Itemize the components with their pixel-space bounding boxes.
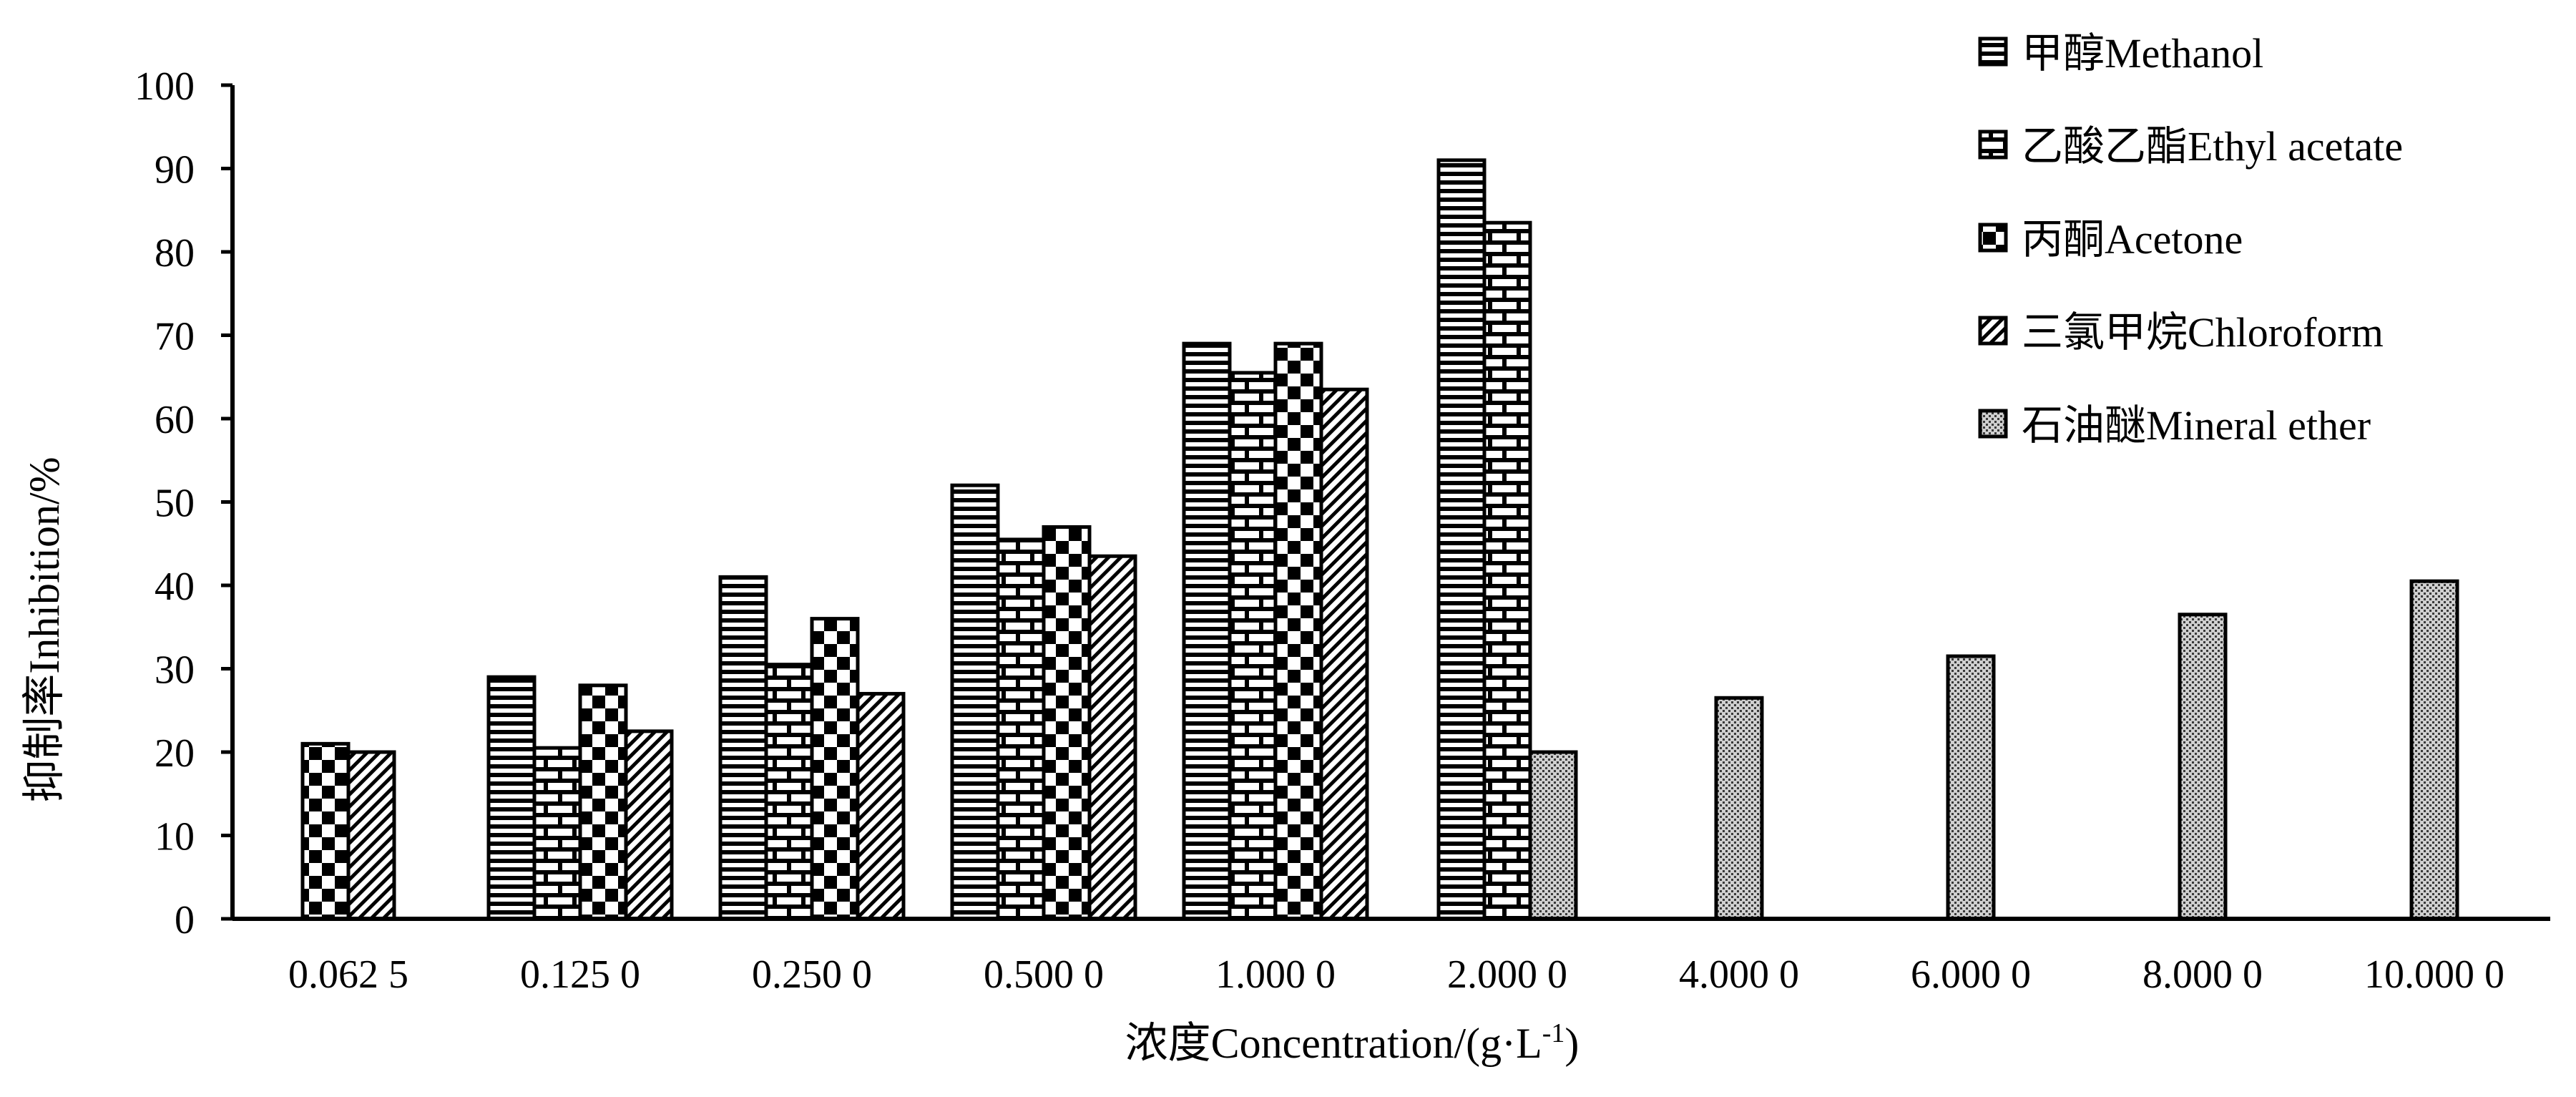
legend-swatch-mineral-ether [1978, 409, 2008, 439]
bar-ethyl-acetate-1-000-0 [1228, 371, 1278, 921]
bar-methanol-0-250-0 [718, 575, 768, 921]
bar-methanol-0-125-0 [486, 675, 537, 921]
y-tick-label-90: 90 [155, 148, 195, 192]
x-tick-label-1-000-0: 1.000 0 [1215, 952, 1336, 997]
bar-chloroform-0-062-5 [346, 750, 396, 921]
bar-mineral-ether-2-000-0 [1528, 750, 1578, 921]
x-axis-title-end: ) [1564, 1020, 1579, 1067]
x-tick-label-4-000-0: 4.000 0 [1679, 952, 1799, 997]
x-ticks: 0.062 5 0.125 0 0.250 0 0.500 0 1.000 0 2.000… [288, 952, 2504, 997]
bar-mineral-ether-10-000-0 [2409, 579, 2459, 921]
bar-methanol-2-000-0 [1436, 158, 1487, 921]
legend-swatch-acetone [1978, 223, 2008, 253]
bar-chloroform-0-250-0 [856, 691, 906, 921]
x-axis-title-main: 浓度Concentration/(g·L [1125, 1020, 1542, 1067]
y-tick-label-20: 20 [155, 731, 195, 776]
bar-chloroform-0-125-0 [624, 729, 674, 921]
bar-acetone-0-125-0 [578, 683, 628, 921]
bar-ethyl-acetate-0-125-0 [532, 746, 582, 921]
x-tick-label-8-000-0: 8.000 0 [2142, 952, 2263, 997]
x-tick-label-10-000-0: 10.000 0 [2364, 952, 2504, 997]
bar-chloroform-0-500-0 [1087, 554, 1137, 921]
bar-acetone-0-250-0 [810, 617, 860, 921]
y-tick-label-100: 100 [134, 64, 195, 109]
bars-layer [300, 158, 2459, 921]
bar-acetone-1-000-0 [1273, 341, 1323, 921]
bar-mineral-ether-4-000-0 [1714, 696, 1764, 921]
legend: 甲醇Methanol 乙酸乙酯Ethyl acetate 丙酮Acetone 三氯甲烷… [1978, 30, 2403, 449]
bar-ethyl-acetate-2-000-0 [1482, 220, 1532, 921]
legend-swatch-ethyl-acetate [1978, 130, 2008, 160]
bar-ethyl-acetate-0-500-0 [996, 537, 1046, 921]
y-tick-label-50: 50 [155, 482, 195, 526]
bar-ethyl-acetate-0-250-0 [764, 663, 814, 921]
legend-swatch-methanol [1978, 36, 2008, 67]
y-axis-title: 抑制率Inhibition/% [21, 457, 68, 802]
y-tick-label-30: 30 [155, 648, 195, 693]
legend-label-mineral-ether: 石油醚Mineral ether [2022, 402, 2371, 449]
x-axis-title: 浓度Concentration/(g·L-1) [1125, 1018, 1580, 1067]
bar-mineral-ether-6-000-0 [1946, 654, 1996, 921]
bar-mineral-ether-8-000-0 [2178, 613, 2228, 921]
x-tick-label-2-000-0: 2.000 0 [1447, 952, 1567, 997]
bar-acetone-0-062-5 [300, 741, 351, 921]
y-tick-label-10: 10 [155, 815, 195, 859]
legend-swatch-chloroform [1978, 316, 2008, 346]
x-tick-label-6-000-0: 6.000 0 [1911, 952, 2031, 997]
x-tick-label-0-125-0: 0.125 0 [520, 952, 640, 997]
y-tick-label-70: 70 [155, 315, 195, 359]
bar-chloroform-1-000-0 [1319, 387, 1369, 921]
legend-label-chloroform: 三氯甲烷Chloroform [2022, 309, 2384, 356]
legend-label-acetone: 丙酮Acetone [2022, 216, 2243, 263]
y-tick-label-60: 60 [155, 398, 195, 442]
y-tick-label-80: 80 [155, 231, 195, 276]
x-axis-title-superscript: -1 [1542, 1018, 1565, 1048]
legend-label-methanol: 甲醇Methanol [2022, 30, 2263, 77]
legend-label-ethyl-acetate: 乙酸乙酯Ethyl acetate [2022, 123, 2403, 170]
bar-methanol-0-500-0 [950, 483, 1000, 921]
x-tick-label-0-062-5: 0.062 5 [288, 952, 408, 997]
x-tick-label-0-250-0: 0.250 0 [752, 952, 872, 997]
y-tick-label-40: 40 [155, 565, 195, 609]
x-tick-label-0-500-0: 0.500 0 [984, 952, 1104, 997]
bar-methanol-1-000-0 [1182, 341, 1232, 921]
bar-acetone-0-500-0 [1042, 525, 1092, 921]
y-ticks: 0 10 20 30 40 50 60 70 80 90 100 [134, 64, 232, 942]
y-tick-label-0: 0 [175, 898, 195, 942]
